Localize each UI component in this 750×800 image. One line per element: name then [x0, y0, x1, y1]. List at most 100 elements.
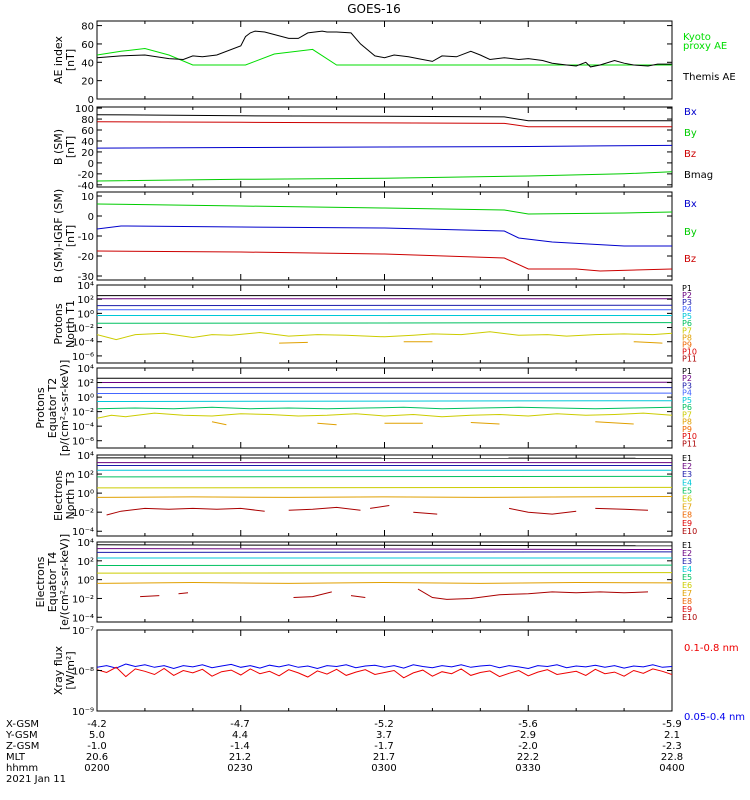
y-axis-label: Equator T4	[46, 552, 59, 612]
series-line-e10	[370, 505, 390, 509]
series-line-e10	[288, 506, 361, 511]
y-axis-label: Protons	[34, 387, 47, 428]
y-tick-label: 10⁻⁴	[72, 422, 94, 433]
series-line-by	[97, 203, 672, 215]
legend-entry: P10	[682, 432, 697, 441]
y-tick-label: 10⁰	[77, 309, 94, 320]
y-tick-label: 10⁴	[77, 451, 94, 462]
y-tick-label: 10⁻⁸	[72, 667, 94, 678]
series-line-e10	[106, 507, 265, 516]
series-group	[97, 663, 672, 679]
y-tick-label: 10⁻²	[72, 324, 94, 335]
series-line-e10	[140, 595, 160, 598]
legend-entry: P9	[682, 425, 692, 434]
legend-entry: P11	[682, 439, 697, 448]
series-group	[97, 295, 672, 344]
series-group	[97, 30, 672, 68]
time-axis-value: 21.7	[373, 752, 395, 763]
series-group	[97, 377, 672, 426]
panel-en: 10⁻⁴ 10⁻² 10⁰ 10² 10⁴ Electrons North T3 E1E2E3…	[52, 451, 697, 538]
y-tick-label: 10⁻²	[72, 408, 94, 419]
legend-entry: E9	[682, 605, 692, 614]
time-axis-value: -5.2	[374, 719, 394, 730]
series-line-p7	[97, 331, 672, 341]
legend-entry: E7	[682, 589, 692, 598]
series-line-e7	[97, 496, 672, 498]
y-tick-label: -20	[78, 252, 94, 263]
y-axis-label: Electrons	[52, 470, 65, 521]
legend-entry: Bz	[684, 149, 696, 160]
panel-frame	[96, 541, 673, 623]
series-line-bz	[97, 250, 672, 272]
date-label: 2021 Jan 11	[6, 774, 66, 785]
y-tick-label: 0	[88, 95, 94, 106]
time-axis-row-label: MLT	[6, 752, 26, 763]
series-line-p6	[97, 322, 672, 324]
y-axis-label: [p/(cm²-s-sr-keV)]	[58, 360, 71, 457]
y-tick-label: 0	[88, 159, 94, 170]
series-line-p8	[633, 341, 663, 344]
series-group	[97, 114, 672, 182]
series-line-kyoto-proxy-ae	[97, 47, 672, 66]
series-group	[97, 544, 672, 600]
legend-entry: 0.1-0.8 nm	[684, 643, 739, 654]
time-axis-row-label: Z-GSM	[6, 741, 39, 752]
series-group	[97, 457, 672, 516]
time-axis-value: -1.0	[87, 741, 107, 752]
y-axis-label: North T1	[64, 300, 77, 348]
y-tick-label: 10⁰	[77, 576, 94, 587]
series-line-p5	[97, 400, 672, 402]
series-line-e10	[350, 595, 366, 598]
legend-entry: E9	[682, 519, 692, 528]
legend-entry: E10	[682, 527, 697, 536]
y-axis-label: B (SM)	[52, 129, 65, 165]
series-line-e5	[97, 475, 672, 478]
series-line-p8	[317, 422, 337, 426]
y-tick-label: 10⁻⁷	[72, 626, 94, 637]
legend-entry: E3	[682, 557, 692, 566]
legend-entry: E3	[682, 470, 692, 479]
legend-entry: P7	[682, 410, 692, 419]
time-axis-value: 21.2	[229, 752, 251, 763]
time-axis-value: 3.7	[376, 730, 392, 741]
legend-entry: P3	[682, 298, 692, 307]
series-line-bx	[97, 225, 672, 247]
time-axis-value: -4.2	[87, 719, 107, 730]
series-line-p8	[595, 421, 634, 425]
time-axis-value: -5.9	[662, 719, 682, 730]
series-line-0-1-0-8-nm	[97, 666, 672, 679]
y-axis-label: Protons	[52, 303, 65, 344]
y-axis-label: [nT]	[64, 225, 77, 247]
y-tick-label: 10⁻⁹	[72, 707, 94, 718]
time-axis-value: 0330	[515, 763, 540, 774]
time-axis-value: 0230	[227, 763, 252, 774]
time-axis-value: 20.6	[86, 752, 108, 763]
y-tick-label: 10⁻⁴	[72, 613, 94, 624]
y-tick-label: 10⁻²	[72, 594, 94, 605]
y-tick-label: 80	[81, 115, 94, 126]
time-axis-value: 0200	[84, 763, 109, 774]
legend-entry: E8	[682, 597, 692, 606]
y-tick-label: 100	[75, 104, 94, 115]
legend-entry: P6	[682, 403, 692, 412]
y-tick-label: 10⁰	[77, 489, 94, 500]
legend-entry: Bz	[684, 254, 696, 265]
y-tick-label: 60	[81, 40, 94, 51]
series-line-p8	[470, 422, 500, 425]
y-tick-label: 0	[88, 212, 94, 223]
legend-entry: P4	[682, 389, 692, 398]
legend-entry: P4	[682, 305, 692, 314]
legend-entry: By	[684, 128, 697, 139]
y-axis-label: B (SM)-IGRF (SM)	[52, 189, 65, 283]
legend-entry: E1	[682, 541, 692, 550]
legend-entry: Themis AE	[682, 72, 736, 83]
y-tick-label: 60	[81, 126, 94, 137]
y-axis-label: North T3	[64, 472, 77, 520]
figure-title: GOES-16	[347, 2, 401, 16]
series-line-e10	[413, 511, 438, 515]
y-tick-label: 10⁻⁴	[72, 527, 94, 538]
y-axis-label: [nT]	[64, 136, 77, 158]
time-axis-value: -1.7	[374, 741, 394, 752]
